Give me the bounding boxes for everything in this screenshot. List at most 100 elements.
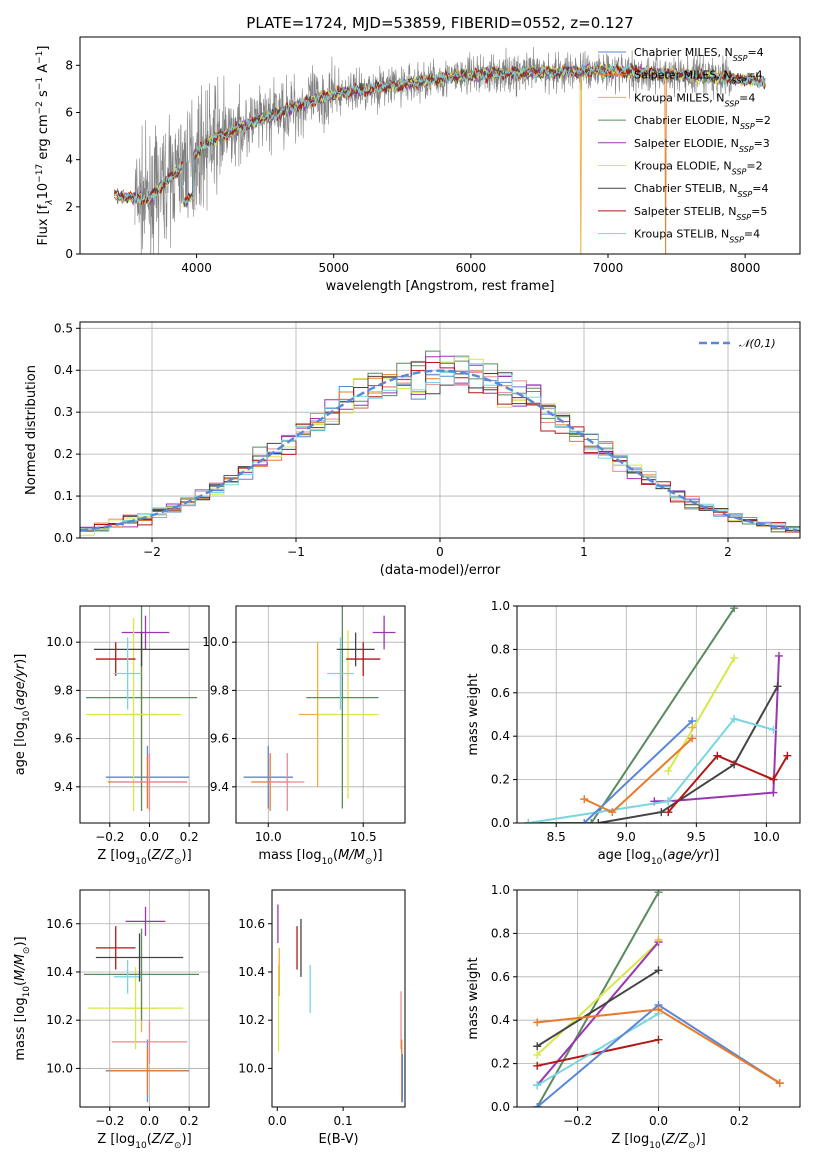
normal-curve [80,369,798,532]
axes-frame [235,605,406,824]
x-tick-label: 2 [724,545,732,559]
y-tick-label: 10.6 [46,917,73,931]
plot-mass-vs-Z: −0.2 0.0 0.2 10.0 10.2 10.4 10.6 Z [log10(Z/Z⊙)… [13,889,210,1151]
series-line [667,754,789,813]
x-tick-label: 0.0 [268,1114,287,1128]
x-tick-label: 0.0 [649,1114,668,1128]
data-marker [580,819,589,823]
axes-frame [79,36,801,255]
data-marker [783,751,792,760]
y-tick-label: 0.2 [54,447,73,461]
legend-label: Salpeter MILES, NSSP=4 [634,69,763,86]
axes-frame [79,889,210,1108]
y-tick-label: 0.6 [491,970,510,984]
x-tick-label: 8.5 [547,830,566,844]
x-tick-label: 8000 [730,261,761,275]
x-tick-label: 1 [580,545,588,559]
series-line [536,969,660,1048]
y-tick-label: 0 [65,247,73,261]
data-marker [533,1061,542,1070]
plot-area [80,606,209,823]
y-tick-label: 10.0 [202,635,229,649]
x-axis-label: Z [log10(Z/Z⊙)] [97,848,191,867]
data-marker [533,1018,542,1027]
y-tick-label: 0.4 [491,729,510,743]
x-tick-label: 0.1 [334,1114,353,1128]
y-tick-label: 0.0 [54,531,73,545]
y-tick-label: 10.6 [238,917,265,931]
data-marker [664,797,673,806]
data-marker [654,935,663,944]
y-tick-label: 0.0 [491,1100,510,1114]
plot-residuals: −2 −1 0 1 2 0.0 0.1 0.2 0.3 0.4 0.5 (data-model)/er… [24,321,801,578]
data-marker [608,808,617,817]
y-tick-label: 2 [65,200,73,214]
x-axis-label: (data-model)/error [380,563,501,578]
x-axis-label: wavelength [Angstrom, rest frame] [326,279,555,294]
data-marker [654,1005,663,1014]
legend-label: Kroupa ELODIE, NSSP=2 [634,160,763,177]
y-tick-label: 0.0 [491,816,510,830]
series-line [536,1038,659,1067]
x-tick-label: −2 [143,545,161,559]
x-tick-label: 0.0 [140,1114,159,1128]
x-tick-label: −0.2 [95,830,124,844]
legend-label: Chabrier MILES, NSSP=4 [634,46,764,63]
y-tick-label: 8 [65,58,73,72]
plot-area [80,890,209,1107]
y-tick-label: 10.0 [46,1061,73,1075]
y-tick-label: 9.8 [54,683,73,697]
y-tick-label: 9.4 [54,780,73,794]
series-line [667,657,736,772]
y-tick-label: 0.6 [491,686,510,700]
data-marker [657,808,666,817]
y-tick-label: 0.1 [54,489,73,503]
data-marker [730,606,739,613]
spectrum-model-line [114,63,766,204]
x-tick-label: −0.2 [95,1114,124,1128]
y-tick-label: 10.0 [238,1061,265,1075]
x-tick-label: 4000 [181,261,212,275]
histogram-step [80,362,800,533]
series-line [598,685,779,823]
y-tick-label: 9.6 [210,732,229,746]
x-tick-label: 6000 [456,261,487,275]
x-tick-label: 10.0 [753,830,780,844]
x-tick-label: 9.0 [617,830,636,844]
data-marker [664,808,673,817]
x-axis-label: Z [log10(Z/Z⊙)] [611,1132,705,1151]
data-marker [774,651,783,660]
plot-weight-vs-age: 8.5 9.0 9.5 10.0 0.0 0.2 0.4 0.6 0.8 1.0 age [log1… [466,599,801,867]
data-marker [533,1103,542,1107]
data-marker [730,714,739,723]
x-axis-label: Z [log10(Z/Z⊙)] [97,1132,191,1151]
x-tick-label: 10.5 [350,830,377,844]
legend-label: Kroupa MILES, NSSP=4 [634,91,755,108]
y-tick-label: 10.2 [46,1013,73,1027]
data-marker [533,1050,542,1059]
axes-frame [271,889,406,1108]
plot-mass-vs-ebv: 0.0 0.1 10.0 10.2 10.4 10.6 E(B-V) [238,889,406,1147]
legend-label: 𝒩(0,1) [739,337,776,350]
data-marker [524,819,533,823]
y-tick-label: 0.4 [54,363,73,377]
plot-area [236,606,405,823]
y-tick-label: 10.2 [238,1013,265,1027]
x-axis-label: E(B-V) [318,1132,358,1147]
y-axis-label: age [log10(age/yr)] [13,654,32,776]
data-marker [730,654,739,663]
data-marker [580,795,589,804]
plot-area [517,890,800,1107]
axes-frame [79,605,210,824]
plot-area [517,606,800,823]
y-tick-label: 9.4 [210,780,229,794]
data-marker [654,966,663,975]
series-line [536,941,660,1056]
y-tick-label: 0.2 [491,773,510,787]
plot-area [277,904,404,1103]
x-tick-label: 0 [436,545,444,559]
data-marker [587,819,596,823]
x-axis-label: age [log10(age/yr)] [598,848,720,867]
y-tick-label: 10.4 [46,965,73,979]
